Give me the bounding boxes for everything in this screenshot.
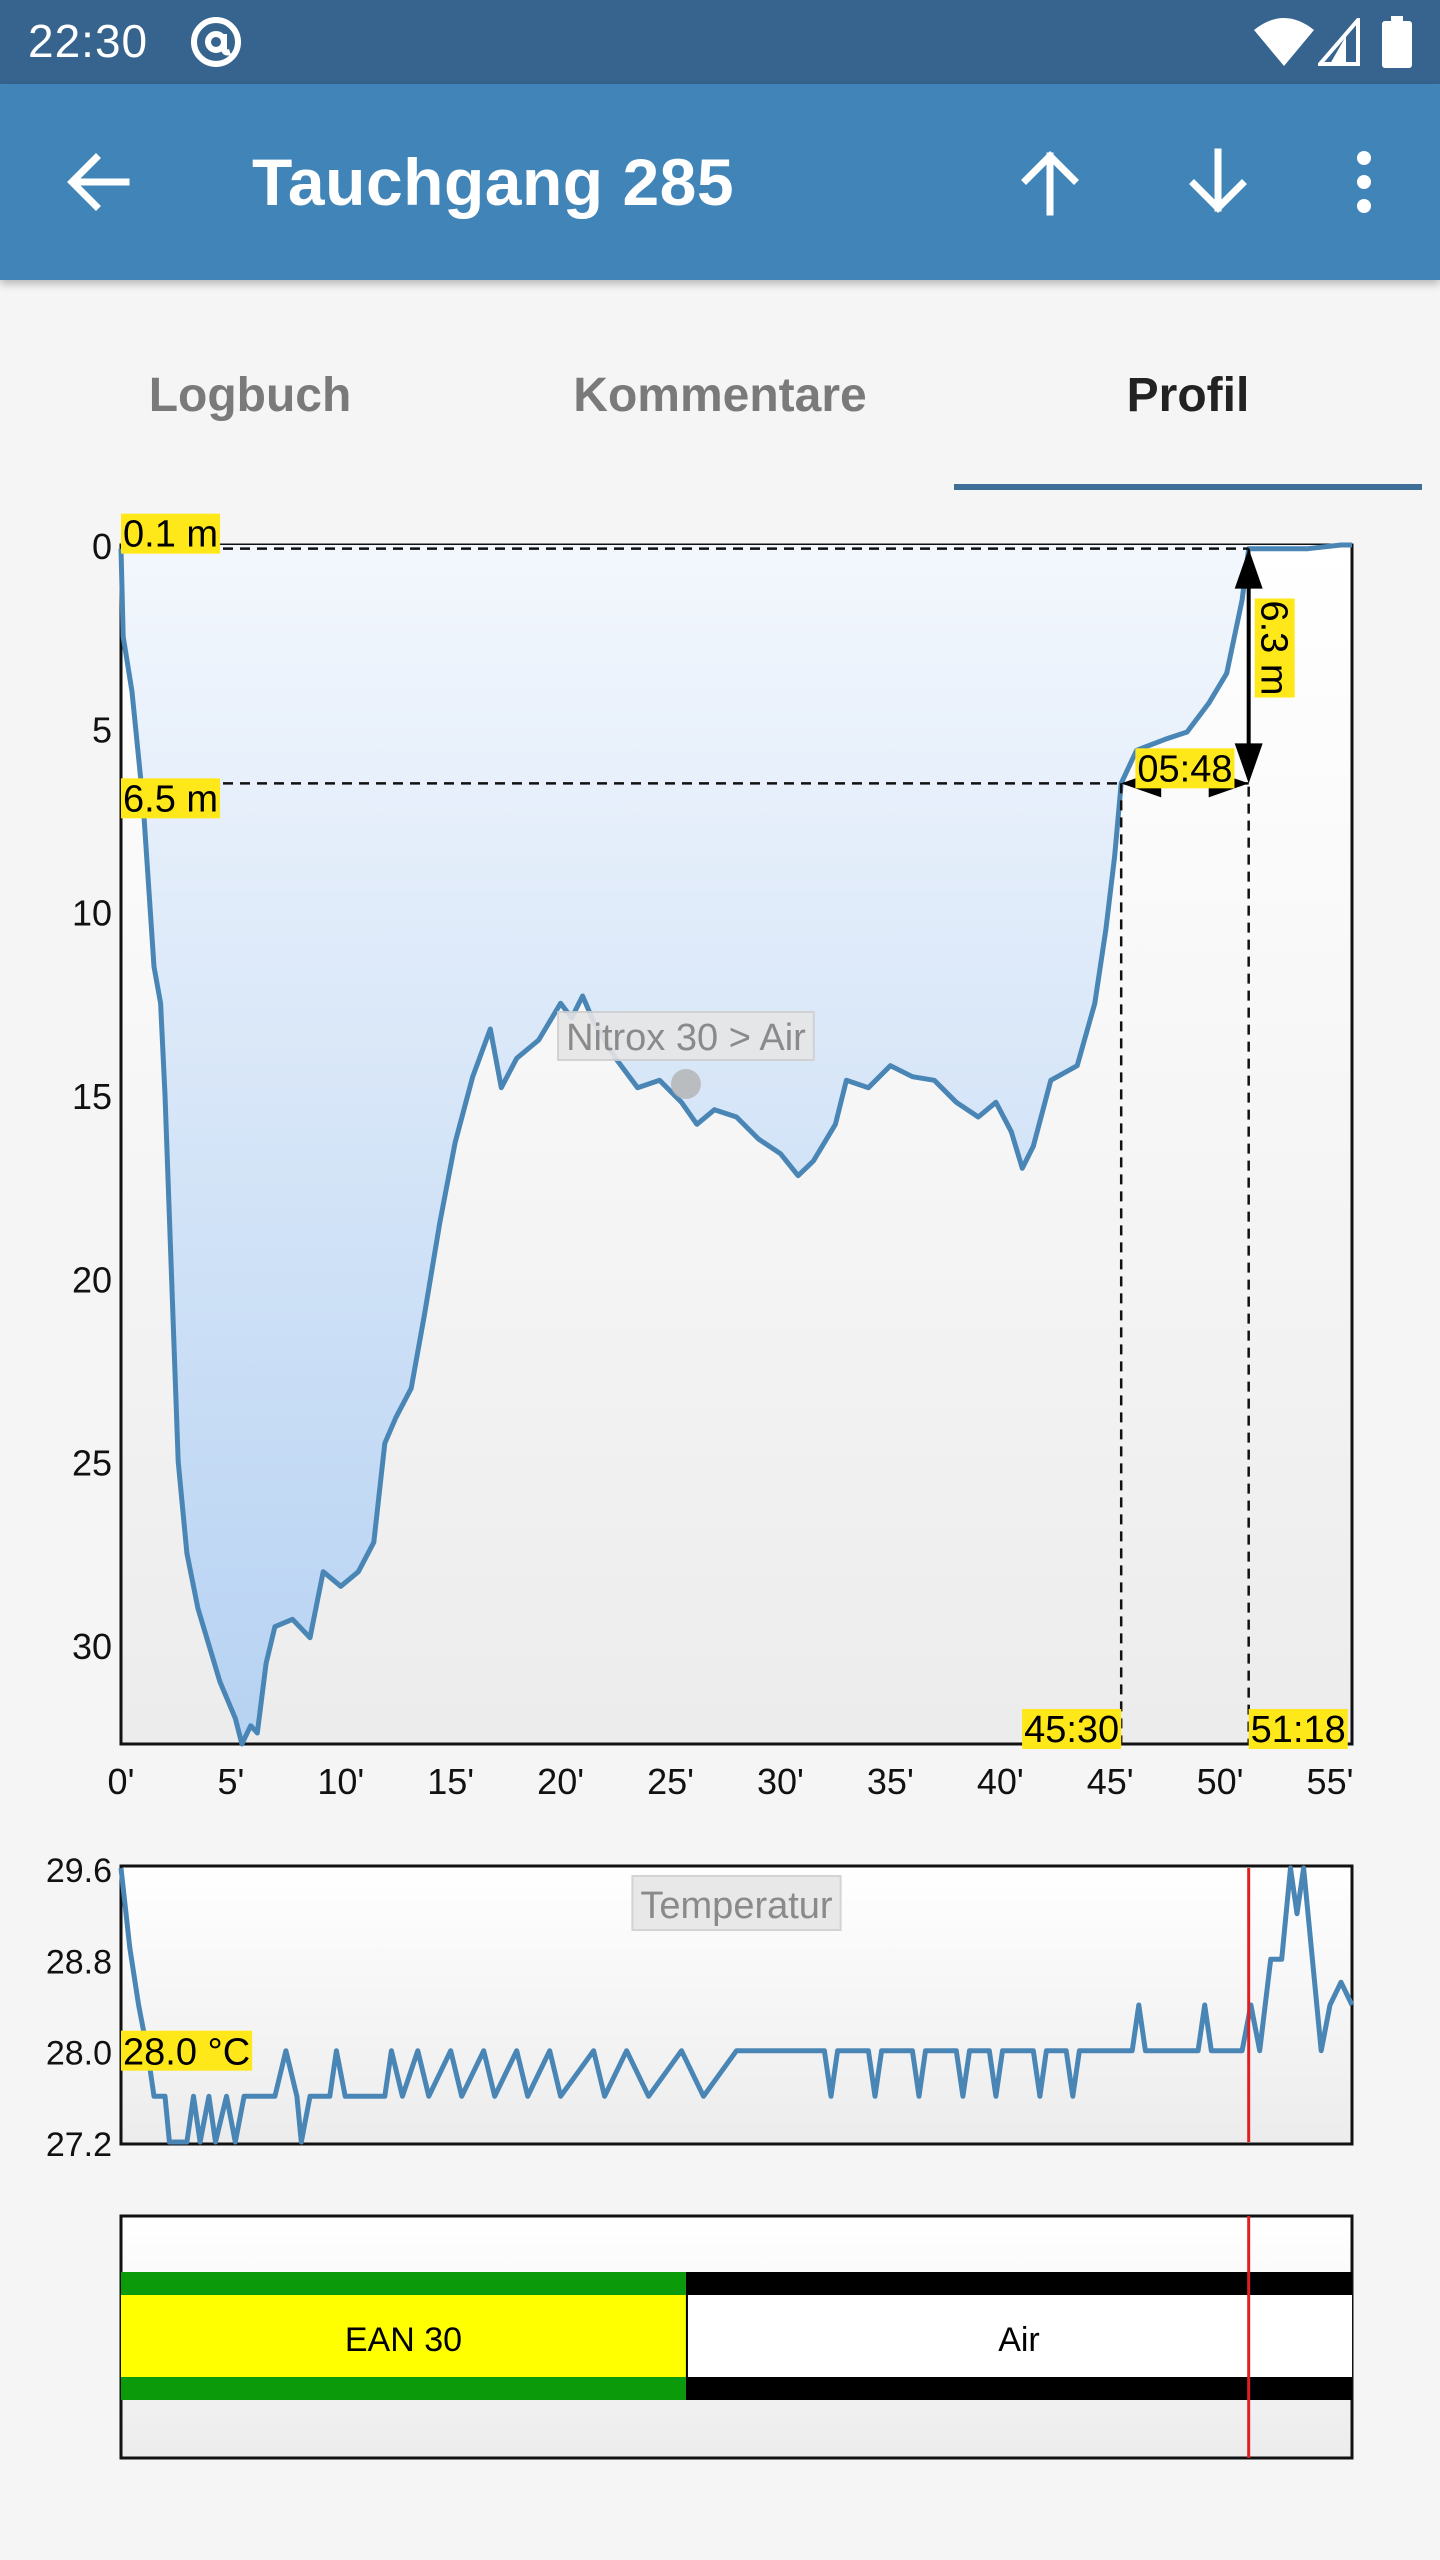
ascent-duration-label-bg [1135, 748, 1235, 789]
gas-switch-marker[interactable] [670, 1069, 701, 1099]
temperature-title: Temperatur [640, 1885, 833, 1927]
max-level-label-bg [121, 513, 221, 554]
depth-y-tick: 5 [92, 709, 112, 750]
ascent-height-label-group: 6.3 m [1253, 598, 1295, 698]
depth-y-axis: 0 5 10 15 20 25 30 [72, 526, 112, 1667]
tab-kommentare[interactable]: Kommentare [573, 369, 867, 422]
temperature-y-tick: 28.8 [46, 1943, 112, 1981]
ascent-start-time-label: 45:30 [1024, 1709, 1119, 1751]
arrow-head-down [1234, 743, 1263, 784]
tab-indicator [954, 484, 1422, 490]
temperature-title-bg [631, 1875, 842, 1931]
status-time: 22:30 [28, 15, 149, 67]
depth-y-tick: 20 [72, 1259, 112, 1300]
temperature-y-tick: 27.2 [46, 2126, 112, 2160]
temperature-chart: 29.6 28.8 28.0 27.2 Temperatur 28.0 °C [46, 1852, 1355, 2160]
ascent-start-time-label-bg [1022, 1709, 1122, 1749]
signal-icon [1318, 18, 1360, 66]
depth-x-tick: 5' [217, 1761, 244, 1800]
app-bar: Tauchgang 285 [0, 84, 1440, 280]
depth-x-axis: 0' 5' 10' 15' 20' 25' 30' 35' 40' 45' 50' 55' [108, 1761, 1354, 1800]
ascent-duration-label: 05:48 [1137, 748, 1232, 790]
arrow-down-icon[interactable] [1176, 140, 1260, 224]
depth-area-fill [121, 545, 1352, 1744]
back-arrow-icon[interactable] [56, 140, 140, 224]
gas-segment-label: EAN 30 [345, 2321, 462, 2359]
depth-x-tick: 10' [317, 1761, 364, 1800]
tab-bar: Logbuch Kommentare Profil [0, 280, 1440, 490]
depth-x-tick: 50' [1197, 1761, 1244, 1800]
depth-y-tick: 0 [92, 526, 112, 567]
depth-x-tick: 30' [757, 1761, 804, 1800]
temperature-y-tick: 29.6 [46, 1852, 112, 1890]
arrow-up-icon[interactable] [1008, 140, 1092, 224]
gas-segment [121, 2295, 686, 2377]
ascent-end-time-label-bg [1248, 1709, 1348, 1749]
ascent-end-time-label: 51:18 [1251, 1709, 1346, 1751]
arrow-head-up [1234, 548, 1263, 589]
ascent-height-label-bg [1254, 598, 1295, 698]
tab-logbuch[interactable]: Logbuch [148, 369, 352, 422]
current-temperature-label-bg [121, 2030, 253, 2071]
tab-profil[interactable]: Profil [1126, 369, 1250, 422]
gas-switch-label: Nitrox 30 > Air [566, 1017, 806, 1059]
depth-x-tick: 25' [647, 1761, 694, 1800]
gas-segment-label: Air [998, 2321, 1040, 2359]
temperature-y-tick: 28.0 [46, 2035, 112, 2073]
current-temperature-label: 28.0 °C [123, 2032, 250, 2074]
depth-y-tick: 30 [72, 1626, 112, 1667]
depth-x-tick: 35' [867, 1761, 914, 1800]
battery-icon [1382, 16, 1412, 68]
max-level-label: 0.1 m [123, 514, 218, 556]
temperature-series-line [118, 1865, 1355, 2145]
status-bar: 22:30 [0, 0, 1440, 84]
depth-y-tick: 15 [72, 1076, 112, 1117]
temperature-y-axis: 29.6 28.8 28.0 27.2 [46, 1852, 112, 2160]
page-title: Tauchgang 285 [252, 145, 735, 219]
depth-y-tick: 25 [72, 1443, 112, 1484]
depth-x-tick: 45' [1087, 1761, 1134, 1800]
at-sign-icon [191, 17, 241, 67]
gas-segments: EAN 30 Air [121, 2272, 1352, 2400]
more-vert-icon[interactable] [1334, 140, 1394, 224]
ascent-height-label: 6.3 m [1253, 600, 1295, 695]
depth-x-tick: 20' [537, 1761, 584, 1800]
gas-switch-label-box [557, 1011, 815, 1061]
ascent-start-depth-label: 6.5 m [123, 778, 218, 820]
gas-segment [687, 2295, 1352, 2377]
wifi-icon [1254, 18, 1314, 66]
ascent-start-depth-label-bg [121, 778, 221, 819]
depth-y-tick: 10 [72, 893, 112, 934]
depth-x-tick: 55' [1307, 1761, 1354, 1800]
depth-x-tick: 15' [427, 1761, 474, 1800]
depth-x-tick: 0' [108, 1761, 135, 1800]
gas-mixture-chart: EAN 30 Air [119, 2214, 1354, 2460]
depth-x-tick: 40' [977, 1761, 1024, 1800]
